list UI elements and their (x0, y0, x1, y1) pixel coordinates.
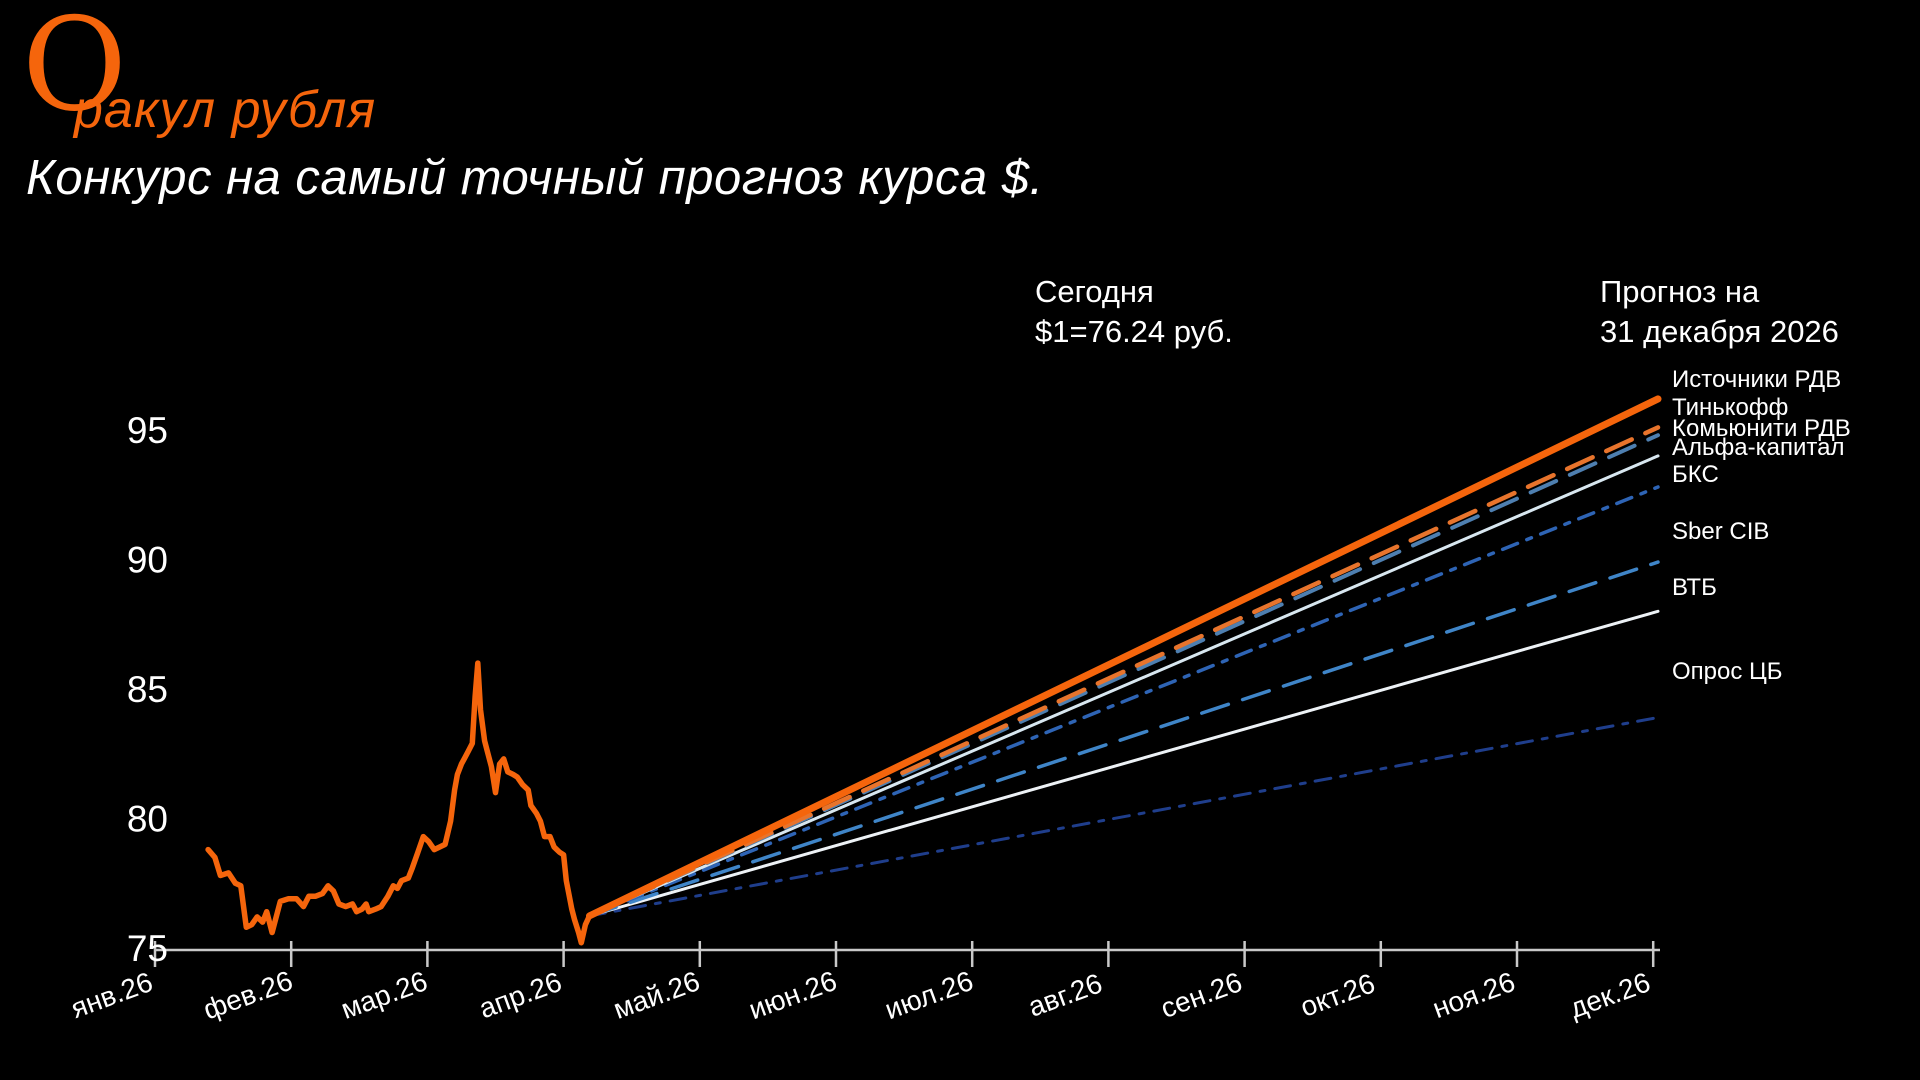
page-subtitle: Конкурс на самый точный прогноз курса $. (26, 151, 1044, 205)
forecast-line-6 (587, 560, 1660, 918)
series-label-1: Источники РДВ (1672, 366, 1842, 393)
history-line (205, 660, 593, 946)
x-axis-label: июн.26 (745, 965, 841, 1025)
series-label-7: ВТБ (1672, 574, 1717, 601)
forecast-line-8 (587, 715, 1660, 918)
y-axis-label: 75 (127, 928, 168, 969)
x-axis-label: янв.26 (67, 966, 157, 1024)
x-axis-label: окт.26 (1296, 967, 1379, 1022)
y-axis-label: 95 (127, 410, 168, 451)
x-axis-label: фев.26 (199, 965, 296, 1026)
x-axis-label: дек.26 (1566, 966, 1655, 1024)
series-label-4: Альфа-капитал (1672, 434, 1845, 461)
x-axis-label: авг.26 (1024, 967, 1106, 1022)
forecast-line-5 (587, 485, 1660, 918)
x-axis-label: апр.26 (475, 966, 566, 1024)
y-axis-label: 80 (127, 799, 168, 840)
x-axis-label: ноя.26 (1428, 966, 1519, 1024)
x-axis-label: июл.26 (881, 965, 977, 1025)
forecast-date-annotation: Прогноз на 31 декабря 2026 (1600, 272, 1839, 352)
forecast-label-line2: 31 декабря 2026 (1600, 314, 1839, 349)
today-value: $1=76.24 руб. (1035, 314, 1233, 349)
series-label-3: Комьюнити РДВ (1672, 415, 1851, 442)
series-label-8: Опрос ЦБ (1672, 658, 1783, 685)
today-annotation: Сегодня $1=76.24 руб. (1035, 272, 1233, 352)
x-axis-label: сен.26 (1157, 966, 1247, 1024)
forecast-line-2 (587, 425, 1661, 919)
x-axis-label: мар.26 (337, 965, 432, 1025)
forecast-line-1 (585, 395, 1662, 920)
y-axis-label: 90 (127, 540, 168, 581)
forecast-line-7 (587, 609, 1660, 918)
series-label-5: БКС (1672, 461, 1719, 488)
today-label: Сегодня (1035, 274, 1154, 309)
forecast-line-4 (587, 454, 1660, 918)
series-label-6: Sber CIB (1672, 518, 1770, 545)
page-title: ракул рубля (74, 81, 377, 139)
series-label-2: Тинькофф (1672, 394, 1789, 421)
logo-initial-letter: О (22, 0, 127, 140)
forecast-label-line1: Прогноз на (1600, 274, 1760, 309)
x-axis-label: май.26 (609, 965, 704, 1025)
y-axis-label: 85 (127, 669, 168, 710)
